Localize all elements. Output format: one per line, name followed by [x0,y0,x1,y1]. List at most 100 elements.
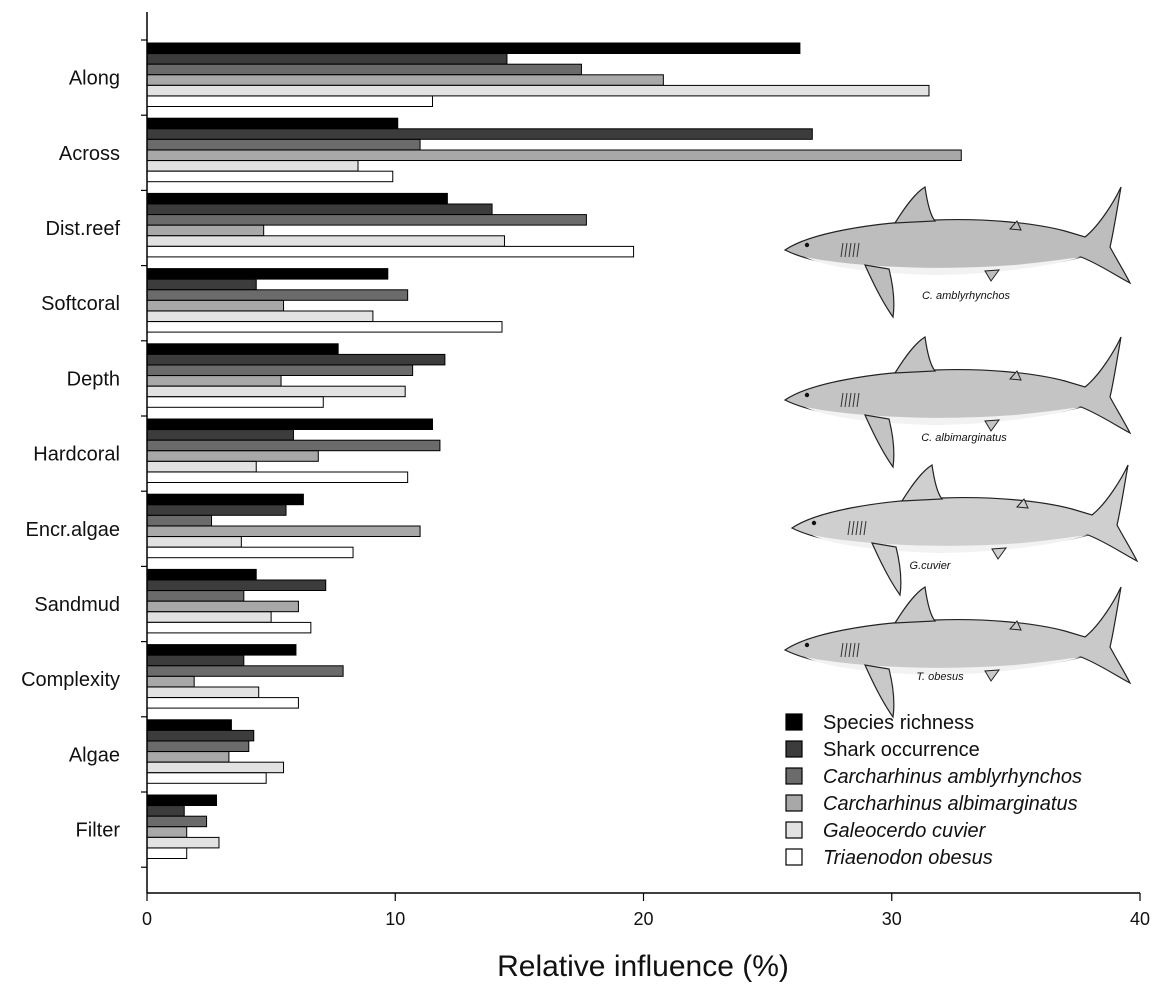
silvertip-shark-icon [783,336,1132,469]
shark-gill-slit [848,642,852,658]
bar-algae-carcharhinus-albimarginatus [146,751,230,763]
x-tick-label-30: 30 [882,909,902,929]
legend-label-shark-occurrence: Shark occurrence [823,739,980,761]
shark-pelvic-fin [984,419,1001,432]
bar-complexity-species-richness [146,644,297,656]
shark-gill-slit [840,392,844,408]
category-label-sandmud: Sandmud [34,594,120,616]
shark-pectoral-fin [863,664,895,719]
shark-eye [804,642,810,648]
bar-filter-carcharhinus-albimarginatus [146,826,188,838]
shark-gill-slit [859,520,863,536]
bar-across-triaenodon-obesus [146,170,394,183]
bar-encr-algae-shark-occurrence [146,504,287,516]
shark-pectoral-fin [863,264,895,319]
shark-gill-slit [856,242,860,258]
category-label-filter: Filter [76,820,121,842]
bar-dist-reef-species-richness [146,192,448,205]
shark-gill-slit [863,520,867,536]
legend-label-carcharhinus-amblyrhynchos: Carcharhinus amblyrhynchos [823,766,1082,788]
bar-hardcoral-shark-occurrence [146,429,294,441]
shark-second-dorsal-fin [1015,498,1029,509]
bar-algae-carcharhinus-amblyrhynchos [146,740,250,752]
shark-gill-slit [844,242,848,258]
shark-dorsal-fin [893,336,937,374]
category-label-complexity: Complexity [21,669,120,691]
shark-gill-slit [847,520,851,536]
legend-swatch-triaenodon-obesus [785,848,803,866]
bar-along-triaenodon-obesus [146,95,433,107]
bar-depth-galeocerdo-cuvier [146,385,406,398]
bar-hardcoral-galeocerdo-cuvier [146,460,257,473]
legend-label-carcharhinus-albimarginatus: Carcharhinus albimarginatus [823,793,1078,815]
bar-along-carcharhinus-amblyrhynchos [146,63,582,76]
shark-dorsal-fin [900,464,944,502]
bar-hardcoral-species-richness [146,418,433,430]
bar-softcoral-carcharhinus-amblyrhynchos [146,289,409,301]
bar-dist-reef-galeocerdo-cuvier [146,235,505,247]
category-label-along: Along [69,68,120,90]
bar-sandmud-triaenodon-obesus [146,621,312,634]
bar-across-galeocerdo-cuvier [146,160,359,172]
bar-encr-algae-carcharhinus-albimarginatus [146,525,421,537]
bar-complexity-galeocerdo-cuvier [146,686,260,698]
category-label-algae: Algae [69,744,120,766]
x-tick-label-20: 20 [633,909,653,929]
bar-softcoral-shark-occurrence [146,278,257,291]
shark-gill-slit [844,642,848,658]
shark-second-dorsal-fin [1008,220,1022,231]
bar-sandmud-shark-occurrence [146,579,327,591]
bar-encr-algae-species-richness [146,493,304,506]
bar-dist-reef-triaenodon-obesus [146,245,635,258]
bar-sandmud-galeocerdo-cuvier [146,611,272,623]
bar-complexity-shark-occurrence [146,654,245,667]
bar-hardcoral-triaenodon-obesus [146,471,409,483]
shark-illustrations: C. amblyrhynchos C. albimarginatus G.cuvie… [783,186,1139,719]
shark-caption-t-obesus: T. obesus [916,671,964,683]
bar-sandmud-species-richness [146,568,257,581]
category-label-softcoral: Softcoral [41,293,120,315]
legend-swatch-carcharhinus-albimarginatus [785,794,803,812]
bar-depth-carcharhinus-amblyrhynchos [146,364,414,376]
shark-gill-slit [844,392,848,408]
bar-algae-galeocerdo-cuvier [146,761,285,774]
bar-hardcoral-carcharhinus-albimarginatus [146,450,319,462]
bar-softcoral-triaenodon-obesus [146,321,503,333]
bar-dist-reef-carcharhinus-amblyrhynchos [146,214,587,226]
bar-filter-shark-occurrence [146,805,185,817]
bar-along-carcharhinus-albimarginatus [146,74,664,86]
bar-filter-galeocerdo-cuvier [146,836,220,849]
bar-depth-species-richness [146,343,339,355]
shark-gill-slit [848,392,852,408]
shark-eye [804,392,810,398]
axes-layer [141,12,1141,901]
tiger-shark-icon [790,464,1139,597]
shark-dorsal-fin [893,186,937,224]
shark-gill-slit [848,242,852,258]
bar-sandmud-carcharhinus-albimarginatus [146,600,299,613]
bar-algae-triaenodon-obesus [146,772,267,784]
legend: Species richness Shark occurrence Carcharh… [785,712,1082,869]
shark-gill-slit [840,642,844,658]
labels-layer: Along Across Dist.reef Softcoral Depth Hardco… [21,68,1150,929]
bar-hardcoral-carcharhinus-amblyrhynchos [146,439,441,452]
whitetip-reef-shark-icon [783,586,1132,719]
legend-swatch-species-richness [785,713,803,731]
shark-second-dorsal-fin [1008,370,1022,381]
shark-pelvic-fin [984,669,1001,682]
bar-across-species-richness [146,117,399,130]
legend-label-species-richness: Species richness [823,712,974,734]
bar-softcoral-galeocerdo-cuvier [146,310,374,322]
category-label-depth: Depth [67,368,120,390]
shark-pectoral-fin [870,542,902,597]
category-label-across: Across [59,143,120,165]
legend-swatch-carcharhinus-amblyrhynchos [785,767,803,785]
bar-across-carcharhinus-amblyrhynchos [146,138,421,151]
category-label-dist-reef: Dist.reef [46,218,121,240]
bar-depth-carcharhinus-albimarginatus [146,375,282,387]
bar-algae-shark-occurrence [146,729,255,742]
shark-dorsal-fin [893,586,937,624]
bar-depth-shark-occurrence [146,353,446,366]
bar-along-species-richness [146,42,801,54]
